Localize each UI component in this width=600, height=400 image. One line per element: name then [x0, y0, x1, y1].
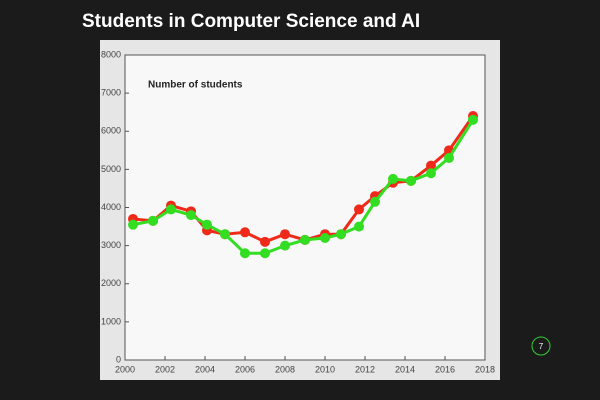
data-point: [444, 152, 454, 163]
data-point: [300, 234, 310, 245]
data-point: [280, 240, 290, 251]
data-point: [280, 229, 290, 240]
data-point: [260, 248, 270, 259]
data-point: [468, 114, 478, 125]
data-point: [148, 215, 158, 226]
chart-title: Students in Computer Science and AI: [82, 11, 420, 32]
y-tick-label: 7000: [101, 88, 121, 98]
x-tick-label: 2002: [155, 364, 175, 374]
y-axis-label: Number of students: [148, 80, 243, 91]
plot-area: [124, 54, 486, 361]
y-tick-label: 2000: [101, 278, 121, 288]
y-tick-label: 1000: [101, 316, 121, 326]
x-tick-label: 2000: [115, 364, 135, 374]
data-point: [426, 160, 436, 171]
data-point: [336, 229, 346, 240]
data-point: [186, 210, 196, 221]
x-tick-label: 2010: [315, 364, 335, 374]
data-point: [354, 221, 364, 232]
data-point: [370, 196, 380, 207]
y-tick-label: 5000: [101, 164, 121, 174]
data-point: [240, 248, 250, 259]
x-tick-label: 2016: [435, 364, 455, 374]
data-point: [426, 168, 436, 179]
x-tick-label: 2008: [275, 364, 295, 374]
slide-marker: [531, 336, 551, 356]
y-tick-label: 6000: [101, 126, 121, 136]
x-tick-label: 2012: [355, 364, 375, 374]
data-point: [220, 229, 230, 240]
data-point: [388, 173, 398, 184]
x-tick-label: 2006: [235, 364, 255, 374]
x-tick-label: 2014: [395, 364, 415, 374]
data-point: [128, 219, 138, 230]
y-tick-label: 8000: [101, 49, 121, 59]
x-tick-label: 2004: [195, 364, 215, 374]
y-tick-label: 3000: [101, 240, 121, 250]
data-point: [202, 219, 212, 230]
x-tick-label: 2018: [475, 364, 495, 374]
y-tick-label: 0: [116, 354, 121, 364]
slide-number: 7: [539, 342, 544, 351]
data-point: [406, 175, 416, 186]
data-point: [320, 233, 330, 243]
data-point: [240, 227, 250, 238]
data-point: [166, 204, 176, 215]
data-point: [260, 236, 270, 247]
data-point: [354, 204, 364, 215]
y-tick-label: 4000: [101, 202, 121, 212]
